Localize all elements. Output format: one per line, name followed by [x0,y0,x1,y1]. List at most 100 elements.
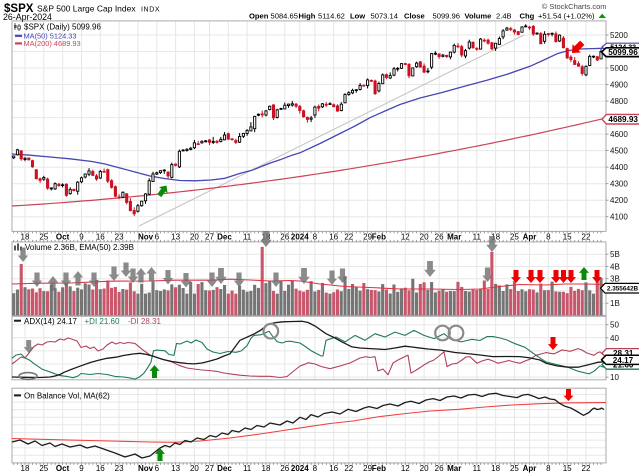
svg-text:Oct: Oct [56,464,70,473]
svg-text:15: 15 [563,464,572,473]
svg-text:11: 11 [473,464,482,473]
svg-text:16: 16 [96,464,105,473]
svg-text:Mar: Mar [447,464,461,473]
svg-text:4689.93: 4689.93 [608,115,638,124]
svg-text:18: 18 [21,464,30,473]
svg-text:5000: 5000 [610,64,628,73]
svg-text:4500: 4500 [610,147,628,156]
svg-text:2024: 2024 [291,232,309,241]
svg-text:S&P 500 Large Cap Index: S&P 500 Large Cap Index [37,4,136,14]
svg-text:16: 16 [329,232,338,241]
svg-text:18: 18 [491,464,500,473]
svg-text:Volume: Volume [465,12,492,21]
svg-text:20: 20 [420,464,429,473]
svg-text:High: High [299,12,316,21]
svg-text:9: 9 [79,232,84,241]
svg-text:26: 26 [435,232,444,241]
svg-text:50: 50 [610,321,619,330]
svg-text:16: 16 [96,232,105,241]
svg-text:ADX(14) 24.17: ADX(14) 24.17 [24,317,77,326]
svg-text:1B: 1B [610,299,620,308]
svg-text:+DI 21.60: +DI 21.60 [85,317,120,326]
svg-text:Chg: Chg [520,12,535,21]
svg-text:4600: 4600 [610,130,628,139]
svg-text:28.31: 28.31 [613,349,634,358]
svg-text:27: 27 [205,464,214,473]
svg-text:4B: 4B [610,263,620,272]
svg-text:2.4B: 2.4B [496,12,512,21]
svg-text:18: 18 [491,232,500,241]
svg-text:8: 8 [546,464,551,473]
svg-text:Open: Open [249,12,269,21]
svg-text:10: 10 [610,373,619,382]
svg-text:22: 22 [344,232,353,241]
svg-text:4100: 4100 [610,213,628,222]
svg-text:Apr: Apr [523,232,537,241]
svg-text:20: 20 [420,232,429,241]
svg-text:26-Apr-2024: 26-Apr-2024 [3,12,52,22]
svg-text:5B: 5B [610,250,620,259]
svg-text:4200: 4200 [610,196,628,205]
svg-text:24.17: 24.17 [613,356,634,365]
svg-text:20: 20 [190,464,199,473]
svg-text:4300: 4300 [610,180,628,189]
svg-text:$SPX (Daily) 5099.96: $SPX (Daily) 5099.96 [24,22,101,31]
svg-text:9: 9 [79,464,84,473]
svg-text:25: 25 [39,464,48,473]
svg-text:Feb: Feb [372,232,386,241]
svg-text:On Balance Vol, MA(62): On Balance Vol, MA(62) [24,391,110,400]
svg-text:+51.54 (+1.02%): +51.54 (+1.02%) [538,12,595,21]
svg-text:2024: 2024 [291,464,309,473]
svg-text:8: 8 [313,232,318,241]
svg-text:18: 18 [262,464,271,473]
svg-text:6: 6 [155,232,160,241]
svg-text:26: 26 [280,232,289,241]
svg-text:27: 27 [205,232,214,241]
svg-text:3B: 3B [610,275,620,284]
svg-text:12: 12 [401,232,410,241]
svg-text:5099.96: 5099.96 [433,12,460,21]
svg-text:40: 40 [610,334,619,343]
svg-text:2.355642B: 2.355642B [607,286,639,293]
svg-text:4800: 4800 [610,97,628,106]
svg-text:5084.65: 5084.65 [271,12,298,21]
svg-text:29: 29 [363,232,372,241]
svg-text:11: 11 [243,232,252,241]
svg-text:25: 25 [510,232,519,241]
svg-text:MA(50) 5124.33: MA(50) 5124.33 [24,32,77,41]
svg-text:25: 25 [39,232,48,241]
svg-text:8: 8 [546,232,551,241]
svg-text:25: 25 [510,464,519,473]
svg-text:Close: Close [404,12,425,21]
svg-text:Feb: Feb [372,464,386,473]
svg-text:22: 22 [344,464,353,473]
svg-text:Nov: Nov [138,464,154,473]
svg-text:-DI 28.31: -DI 28.31 [128,317,161,326]
svg-text:8: 8 [313,464,318,473]
svg-text:18: 18 [21,232,30,241]
svg-text:23: 23 [115,464,124,473]
svg-text:INDX: INDX [141,7,160,14]
svg-text:26: 26 [435,464,444,473]
svg-text:Volume 2.36B, EMA(50) 2.39B: Volume 2.36B, EMA(50) 2.39B [25,243,134,252]
svg-text:Oct: Oct [56,232,70,241]
svg-text:23: 23 [115,232,124,241]
svg-text:5114.62: 5114.62 [318,12,345,21]
svg-text:15: 15 [563,232,572,241]
svg-text:5099.96: 5099.96 [608,48,638,57]
svg-text:11: 11 [473,232,482,241]
svg-text:13: 13 [171,464,180,473]
svg-text:4900: 4900 [610,81,628,90]
svg-text:Mar: Mar [447,232,461,241]
svg-text:Apr: Apr [523,464,537,473]
svg-text:Dec: Dec [217,232,232,241]
svg-text:22: 22 [582,464,591,473]
svg-text:6: 6 [155,464,160,473]
svg-text:13: 13 [171,232,180,241]
svg-text:Nov: Nov [138,232,154,241]
svg-text:11: 11 [243,464,252,473]
svg-text:12: 12 [401,464,410,473]
svg-text:$SPX: $SPX [4,3,34,15]
svg-text:5073.14: 5073.14 [371,12,398,21]
svg-text:Low: Low [350,12,365,21]
